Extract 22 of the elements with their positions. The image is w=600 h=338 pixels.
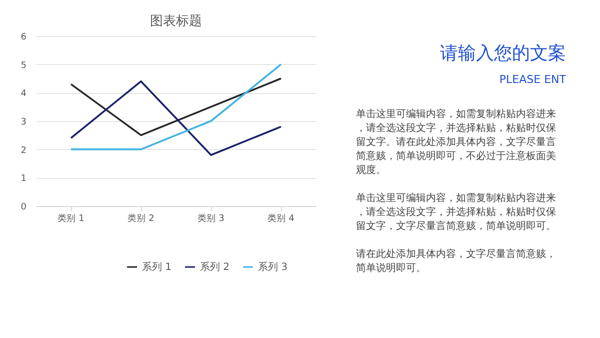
y-tick-label: 3 [20,118,26,128]
y-tick-label: 5 [20,60,26,71]
line-series [70,80,282,156]
line-series [70,78,282,136]
y-tick-label: 0 [20,202,27,212]
text: 单击这里可编辑内容，如需复制粘贴内容进来，请全选这段文字，并选择粘贴，粘贴时仅保留文字。请在此处添加具体内容，文字尽量言简意赅，简单说明即可，不必过于注意板面美观度。 [356,108,556,176]
x-tick-label: 类别 2 [128,213,154,224]
legend-label: 系列 3 [258,261,288,273]
chart-title: 图表标题 [150,14,202,29]
y-tick-label: 6 [20,32,27,42]
y-tick-label: 2 [20,146,26,156]
text: 单击这里可编辑内容，如需复制粘贴内容进来，请全选这段文字，并选择粘贴，粘贴时仅保留文字，文字尽量言简意赅，简单说明即可。 [356,192,556,232]
text: PLEASE ENT [499,73,566,86]
text: 请输入您的文案 [440,43,566,64]
x-tick-label: 类别 4 [268,213,295,224]
legend-label: 系列 1 [142,261,172,273]
y-tick-label: 4 [20,89,27,100]
legend-label: 系列 2 [200,261,230,273]
y-tick-label: 1 [20,174,26,184]
text: 请在此处添加具体内容，文字尽量言简意赅，简单说明即可。 [356,248,556,274]
x-tick-label: 类别 1 [58,213,84,224]
x-tick-label: 类别 3 [198,213,224,224]
